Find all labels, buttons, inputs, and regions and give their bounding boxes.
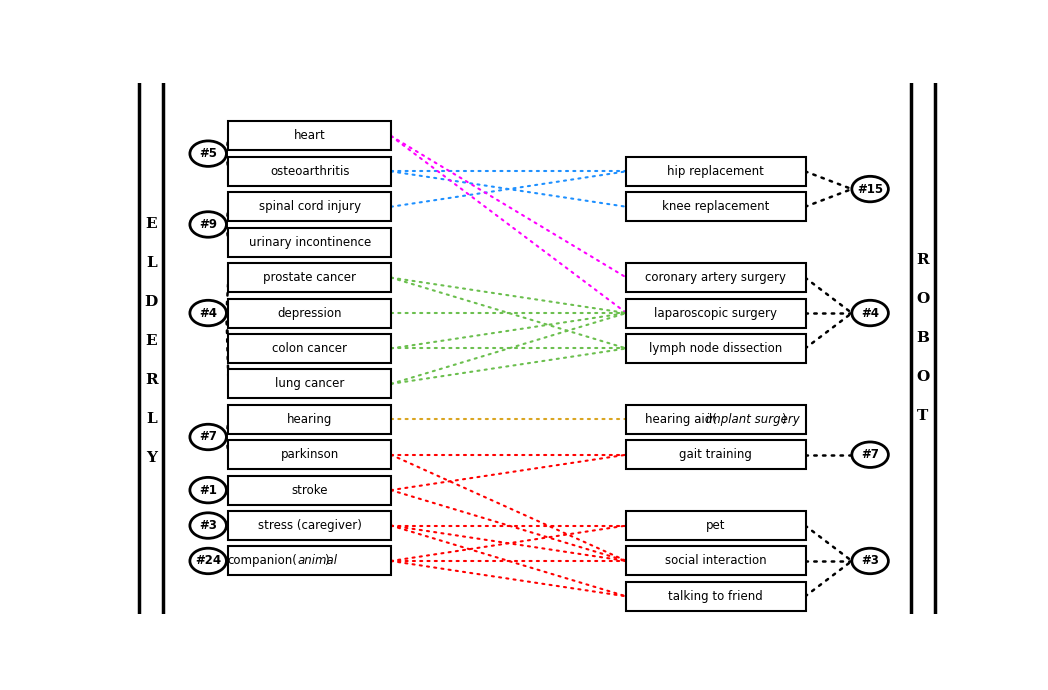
Text: Y: Y [146,451,157,465]
Text: companion(: companion( [227,555,298,567]
Text: prostate cancer: prostate cancer [263,271,356,284]
FancyBboxPatch shape [626,405,806,434]
Text: hearing: hearing [287,413,332,426]
Text: laparoscopic surgery: laparoscopic surgery [654,306,778,319]
Text: spinal cord injury: spinal cord injury [259,200,361,213]
Text: ): ) [324,555,329,567]
Text: R: R [917,253,930,267]
Ellipse shape [190,300,226,326]
Text: heart: heart [293,130,326,142]
Ellipse shape [190,212,226,237]
FancyBboxPatch shape [626,334,806,363]
Text: #7: #7 [861,448,879,461]
FancyBboxPatch shape [228,121,391,150]
Ellipse shape [190,477,226,503]
Text: lymph node dissection: lymph node dissection [649,342,783,355]
Text: lung cancer: lung cancer [275,377,345,391]
Ellipse shape [190,424,226,450]
Text: stress (caregiver): stress (caregiver) [258,519,362,532]
Ellipse shape [190,513,226,538]
Text: implant surgery: implant surgery [705,413,800,426]
Text: stroke: stroke [291,484,328,497]
Text: urinary incontinence: urinary incontinence [248,236,371,248]
Text: #3: #3 [199,519,217,532]
FancyBboxPatch shape [228,546,391,575]
FancyBboxPatch shape [228,511,391,540]
Ellipse shape [852,442,889,467]
FancyBboxPatch shape [626,193,806,221]
Text: E: E [146,217,157,231]
FancyBboxPatch shape [626,511,806,540]
Text: O: O [916,370,930,384]
FancyBboxPatch shape [228,263,391,292]
Ellipse shape [190,141,226,166]
Text: talking to friend: talking to friend [669,590,763,603]
Text: #5: #5 [199,147,217,160]
Text: #9: #9 [199,218,217,231]
Ellipse shape [852,549,889,573]
FancyBboxPatch shape [228,157,391,186]
FancyBboxPatch shape [228,475,391,504]
Text: social interaction: social interaction [665,555,766,567]
Text: animal: animal [298,555,337,567]
Text: osteoarthritis: osteoarthritis [270,165,349,178]
Text: #3: #3 [861,555,879,567]
FancyBboxPatch shape [228,193,391,221]
FancyBboxPatch shape [228,440,391,469]
Text: #4: #4 [861,306,879,319]
FancyBboxPatch shape [228,228,391,257]
FancyBboxPatch shape [626,157,806,186]
Ellipse shape [852,177,889,201]
Text: ): ) [781,413,786,426]
Ellipse shape [852,300,889,326]
Text: coronary artery surgery: coronary artery surgery [646,271,786,284]
FancyBboxPatch shape [626,440,806,469]
FancyBboxPatch shape [139,72,163,624]
Text: #4: #4 [199,306,217,319]
FancyBboxPatch shape [626,299,806,328]
Text: L: L [146,257,157,270]
Text: R: R [145,373,157,387]
Text: depression: depression [278,306,342,319]
FancyBboxPatch shape [626,263,806,292]
Text: parkinson: parkinson [281,448,339,461]
FancyBboxPatch shape [626,546,806,575]
Text: L: L [146,413,157,426]
Text: knee replacement: knee replacement [662,200,769,213]
Text: #7: #7 [199,431,217,444]
Text: gait training: gait training [679,448,752,461]
Text: T: T [917,408,929,423]
FancyBboxPatch shape [626,582,806,611]
Ellipse shape [190,549,226,573]
Text: pet: pet [706,519,725,532]
Text: #1: #1 [199,484,217,497]
FancyBboxPatch shape [228,334,391,363]
FancyBboxPatch shape [228,405,391,434]
Text: B: B [916,331,930,345]
Text: O: O [916,292,930,306]
FancyBboxPatch shape [911,72,935,624]
Text: #15: #15 [857,183,883,195]
Text: #24: #24 [195,555,221,567]
Text: hip replacement: hip replacement [668,165,764,178]
Text: D: D [145,295,158,309]
Text: E: E [146,335,157,348]
FancyBboxPatch shape [228,299,391,328]
Text: hearing aid(: hearing aid( [646,413,717,426]
Text: colon cancer: colon cancer [272,342,347,355]
FancyBboxPatch shape [228,369,391,398]
